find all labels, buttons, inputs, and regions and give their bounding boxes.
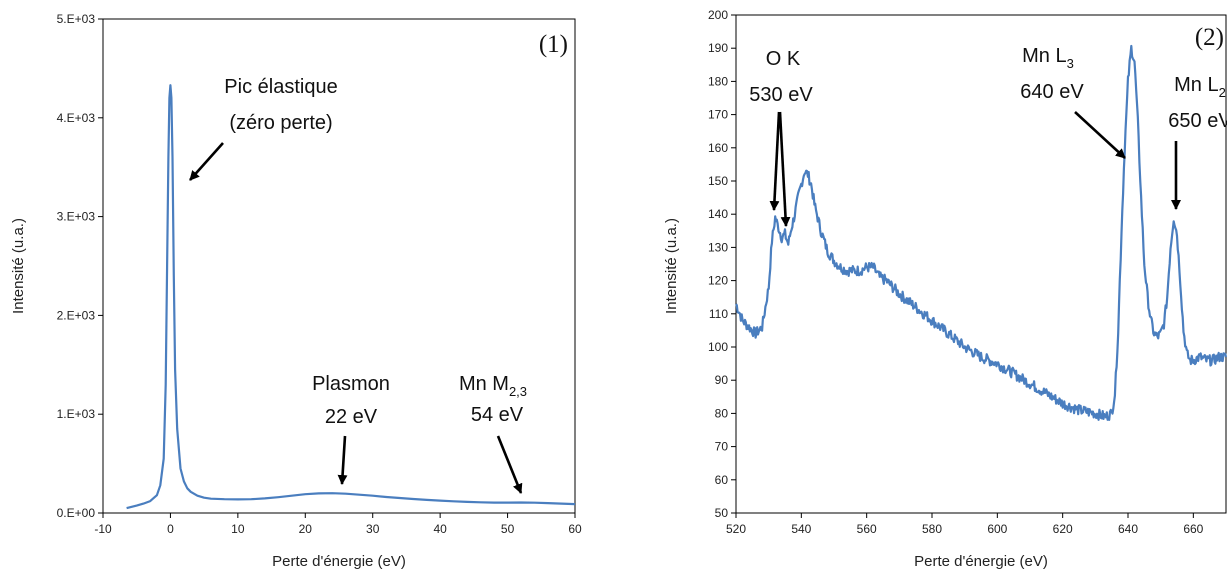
y-ticks-1: 0.E+00 1.E+03 2.E+03 3.E+03 4.E+03 5.E+03 xyxy=(57,12,103,520)
x-tick-label: 0 xyxy=(167,522,174,536)
chart-panel-2: 50 60 70 80 90 100 110 120 130 140 150 160 170 180 190… xyxy=(663,8,1227,570)
arrow-mn-m23 xyxy=(496,435,523,494)
x-ticks-2: 520 540 560 580 600 620 640 660 xyxy=(726,513,1204,536)
annotation-elastic-line1: Pic élastique xyxy=(224,76,337,98)
plot-frame-1 xyxy=(102,18,576,514)
x-tick-label: 50 xyxy=(501,522,515,536)
annotation-mn-l2-main: Mn L xyxy=(1174,74,1218,96)
annotation-elastic-peak: Pic élastique (zéro perte) xyxy=(189,76,338,181)
y-tick-label: 70 xyxy=(715,440,729,454)
y-tick-label: 1.E+03 xyxy=(57,407,96,421)
annotation-mn-l3-line2: 640 eV xyxy=(1020,81,1084,103)
y-tick-label: 170 xyxy=(708,108,728,122)
x-tick-label: 10 xyxy=(231,522,245,536)
chart-panel-1: 0.E+00 1.E+03 2.E+03 3.E+03 4.E+03 5.E+03 -10… xyxy=(10,12,582,570)
x-axis-label-1: Perte d'énergie (eV) xyxy=(272,553,406,570)
annotation-mn-l2-line1: Mn L2 xyxy=(1174,74,1226,100)
annotation-mn-m23: Mn M2,3 54 eV xyxy=(459,373,527,494)
y-tick-label: 110 xyxy=(709,307,728,321)
panel-number-2: (2) xyxy=(1195,24,1224,51)
annotation-mn-l2: Mn L2 650 eV xyxy=(1168,74,1227,210)
x-tick-label: 660 xyxy=(1183,522,1203,536)
y-ticks-2: 50 60 70 80 90 100 110 120 130 140 150 160 170 180 190… xyxy=(708,8,736,520)
annotation-plasmon-line1: Plasmon xyxy=(312,373,390,395)
arrow-o-k-1 xyxy=(769,111,781,211)
y-tick-label: 4.E+03 xyxy=(57,111,96,125)
arrow-plasmon xyxy=(337,435,348,485)
annotation-mn-m23-line2: 54 eV xyxy=(471,404,524,426)
x-tick-label: 540 xyxy=(791,522,811,536)
y-tick-label: 160 xyxy=(708,141,728,155)
panel-number-1: (1) xyxy=(539,31,568,58)
annotation-mn-m23-line1: Mn M2,3 xyxy=(459,373,527,399)
x-axis-label-2: Perte d'énergie (eV) xyxy=(914,553,1048,570)
annotation-mn-l2-line2: 650 eV xyxy=(1168,110,1227,132)
spectrum-line-2 xyxy=(735,44,1227,421)
y-tick-label: 90 xyxy=(715,373,729,387)
x-tick-label: -10 xyxy=(94,522,112,536)
y-tick-label: 2.E+03 xyxy=(57,308,96,322)
y-axis-label-2: Intensité (u.a.) xyxy=(663,218,680,314)
y-axis-label-1: Intensité (u.a.) xyxy=(10,218,27,314)
x-tick-label: 580 xyxy=(922,522,942,536)
y-tick-label: 190 xyxy=(708,41,728,55)
annotation-o-k-line2: 530 eV xyxy=(749,84,813,106)
spectrum-line-1 xyxy=(126,84,576,510)
y-tick-label: 5.E+03 xyxy=(57,12,96,26)
annotation-mn-l3-sub: 3 xyxy=(1067,56,1074,71)
y-tick-label: 180 xyxy=(708,74,728,88)
annotation-mn-l2-sub: 2 xyxy=(1219,85,1226,100)
y-tick-label: 130 xyxy=(708,240,728,254)
arrow-o-k-2 xyxy=(778,111,791,227)
x-tick-label: 640 xyxy=(1118,522,1138,536)
x-tick-label: 30 xyxy=(366,522,380,536)
y-tick-label: 60 xyxy=(715,473,729,487)
y-tick-label: 150 xyxy=(708,174,728,188)
annotation-mn-l3: Mn L3 640 eV xyxy=(1020,45,1126,159)
annotation-o-k-line1: O K xyxy=(766,48,801,70)
annotation-plasmon-line2: 22 eV xyxy=(325,406,378,428)
x-tick-label: 600 xyxy=(987,522,1007,536)
x-tick-label: 520 xyxy=(726,522,746,536)
x-ticks-1: -10 0 10 20 30 40 50 60 xyxy=(94,513,582,536)
y-tick-label: 80 xyxy=(715,406,729,420)
annotation-plasmon: Plasmon 22 eV xyxy=(312,373,390,485)
y-tick-label: 100 xyxy=(708,340,728,354)
annotation-o-k: O K 530 eV xyxy=(749,48,813,227)
x-tick-label: 20 xyxy=(299,522,313,536)
y-tick-label: 3.E+03 xyxy=(57,210,96,224)
y-tick-label: 120 xyxy=(708,274,728,288)
y-tick-label: 0.E+00 xyxy=(57,506,96,520)
arrow-mn-l3 xyxy=(1074,111,1126,159)
y-tick-label: 200 xyxy=(708,8,728,22)
plot-frame-2 xyxy=(735,14,1227,514)
y-tick-label: 140 xyxy=(708,207,728,221)
annotation-mn-l3-main: Mn L xyxy=(1022,45,1066,67)
annotation-mn-m23-main: Mn M xyxy=(459,373,509,395)
annotation-elastic-line2: (zéro perte) xyxy=(229,112,332,134)
x-tick-label: 560 xyxy=(857,522,877,536)
x-tick-label: 40 xyxy=(433,522,447,536)
x-tick-label: 60 xyxy=(568,522,582,536)
y-tick-label: 50 xyxy=(715,506,729,520)
x-tick-label: 620 xyxy=(1053,522,1073,536)
annotation-mn-l3-line1: Mn L3 xyxy=(1022,45,1074,71)
annotation-mn-m23-sub: 2,3 xyxy=(509,384,527,399)
arrow-elastic xyxy=(189,142,224,181)
